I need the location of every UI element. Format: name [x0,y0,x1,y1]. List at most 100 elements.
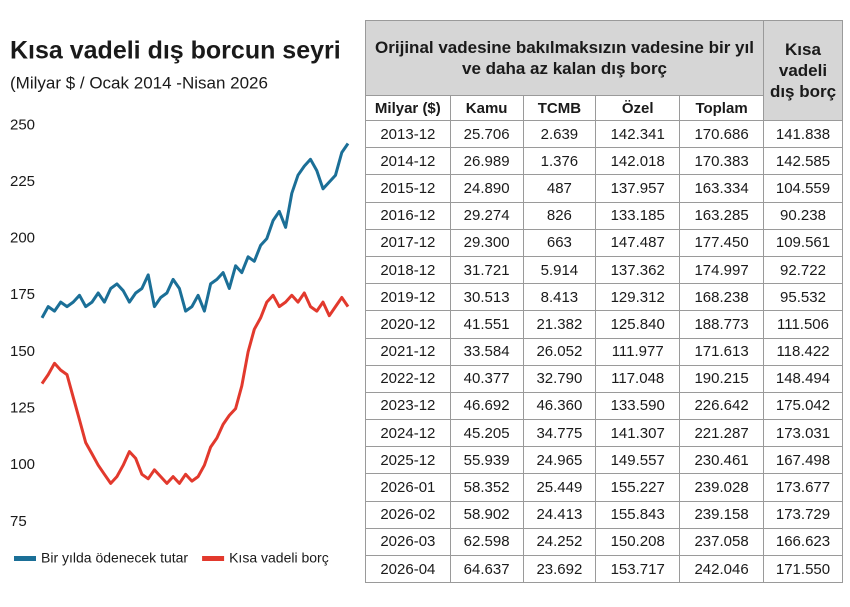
table-cell: 171.613 [679,337,764,366]
table-cell: 167.498 [763,446,843,475]
legend-label: Bir yılda ödenecek tutar [41,550,188,566]
table-cell: 46.360 [522,391,597,421]
table-cell: 173.677 [763,473,843,502]
table-cell: 170.383 [679,147,764,176]
table-cell: 148.494 [763,364,843,393]
table-cell: 2025-12 [365,446,451,475]
table-cell: 55.939 [449,446,524,475]
table-cell: 95.532 [763,283,843,312]
table-row: 2026-01 58.352 25.449 155.227 239.028 173.677 [365,473,843,502]
table-cell: 2015-12 [365,174,451,203]
chart: Kısa vadeli dış borcun seyri (Milyar $ /… [10,37,350,566]
table-cell: 2017-12 [365,228,451,257]
table-row: 2014-12 26.989 1.376 142.018 170.383 142.585 [365,147,843,176]
table-cell: 104.559 [763,174,843,203]
table-cell: 46.692 [449,391,524,421]
table-cell: 173.729 [763,500,843,529]
table-cell: 25.449 [522,473,597,502]
table-cell: 2024-12 [365,419,451,448]
table-cell: 90.238 [763,201,843,230]
table-row: 2025-12 55.939 24.965 149.557 230.461 167.498 [365,446,843,475]
y-tick-label: 225 [10,173,35,190]
table-cell: 142.585 [763,147,843,176]
table-cell: 826 [522,201,597,230]
chart-subtitle: (Milyar $ / Ocak 2014 -Nisan 2026 [10,73,268,92]
table-row: 2026-03 62.598 24.252 150.208 237.058 166.623 [365,527,843,557]
table-cell: 129.312 [595,283,681,312]
table-cell: 2014-12 [365,147,451,176]
table-row: 2019-12 30.513 8.413 129.312 168.238 95.532 [365,283,843,312]
table-cell: 663 [522,228,597,257]
table-cell: 221.287 [679,419,764,448]
table-cell: 163.334 [679,174,764,203]
table-row: 2016-12 29.274 826 133.185 163.285 90.238 [365,201,843,230]
table-cell: Özel [595,95,681,121]
table-cell: 153.717 [595,554,681,584]
table-cell: 237.058 [679,527,764,557]
table-cell: 29.300 [449,228,524,257]
table-cell: 24.890 [449,174,524,203]
table-row: 2013-12 25.706 2.639 142.341 170.686 141.838 [365,119,843,149]
table-row: 2026-02 58.902 24.413 155.843 239.158 173.729 [365,500,843,529]
y-tick-label: 125 [10,400,35,417]
y-tick-label: 100 [10,456,35,473]
table-cell: 125.840 [595,310,681,339]
table-cell: 149.557 [595,446,681,475]
table-cell: 26.989 [449,147,524,176]
table-cell: 2022-12 [365,364,451,393]
table-cell: 226.642 [679,391,764,421]
table-cell: 64.637 [449,554,524,584]
table-cell: 2018-12 [365,255,451,285]
table-cell: 150.208 [595,527,681,557]
table-cell: 170.686 [679,119,764,149]
table-cell: 45.205 [449,419,524,448]
y-tick-label: 75 [10,513,27,530]
table-cell: 111.506 [763,310,843,339]
table-row: 2024-12 45.205 34.775 141.307 221.287 173.031 [365,419,843,448]
table-cell: 133.590 [595,391,681,421]
table-cell: 242.046 [679,554,764,584]
table-cell: 166.623 [763,527,843,557]
table-row: 2018-12 31.721 5.914 137.362 174.997 92.722 [365,255,843,285]
table-cell: 155.843 [595,500,681,529]
table-cell: 29.274 [449,201,524,230]
data-table: Orijinal vadesine bakılmaksızın vadesine… [365,20,843,584]
y-tick-label: 150 [10,343,35,360]
table-cell: 173.031 [763,419,843,448]
table-cell: 1.376 [522,147,597,176]
table-cell: 5.914 [522,255,597,285]
table-cell: 24.413 [522,500,597,529]
table-cell: 109.561 [763,228,843,257]
table-row: 2017-12 29.300 663 147.487 177.450 109.561 [365,228,843,257]
table-row: 2026-04 64.637 23.692 153.717 242.046 171.550 [365,554,843,584]
table-cell: 487 [522,174,597,203]
table-cell: 2026-03 [365,527,451,557]
table-cell: 117.048 [595,364,681,393]
table-cell: Kısa vadeli dış borç [763,20,843,121]
table-cell: 2.639 [522,119,597,149]
table-row: 2021-12 33.584 26.052 111.977 171.613 118.422 [365,337,843,366]
table-row: 2020-12 41.551 21.382 125.840 188.773 111.506 [365,310,843,339]
table-cell: 8.413 [522,283,597,312]
table-cell: 111.977 [595,337,681,366]
table-cell: Toplam [679,95,764,121]
table-cell: 24.965 [522,446,597,475]
table-cell: 118.422 [763,337,843,366]
table-cell: 141.307 [595,419,681,448]
chart-title: Kısa vadeli dış borcun seyri [10,37,341,65]
table-cell: 2021-12 [365,337,451,366]
table-cell: 142.341 [595,119,681,149]
table-cell: 2020-12 [365,310,451,339]
y-tick-label: 250 [10,116,35,133]
table-cell: 26.052 [522,337,597,366]
table-cell: 133.185 [595,201,681,230]
subheader-row: Milyar ($) Kamu TCMB Özel Toplam [365,95,843,121]
table-cell: 58.902 [449,500,524,529]
table-cell: 21.382 [522,310,597,339]
table-cell: 40.377 [449,364,524,393]
table-cell: 25.706 [449,119,524,149]
table-cell: 188.773 [679,310,764,339]
table-cell: TCMB [522,95,597,121]
table-cell: 155.227 [595,473,681,502]
